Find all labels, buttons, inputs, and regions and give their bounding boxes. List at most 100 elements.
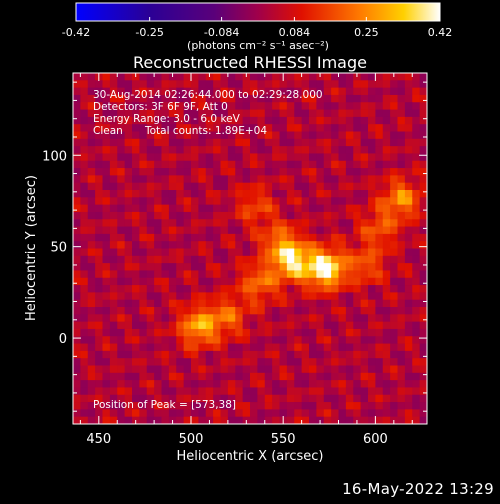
heatmap-cell bbox=[257, 248, 266, 257]
annotation-total-counts: Total counts: 1.89E+04 bbox=[144, 125, 267, 137]
heatmap-cell bbox=[309, 387, 317, 396]
heatmap-cell bbox=[390, 350, 398, 359]
heatmap-cell bbox=[242, 358, 251, 366]
heatmap-cell bbox=[294, 402, 303, 410]
heatmap-cell bbox=[117, 394, 126, 403]
heatmap-cell bbox=[397, 307, 406, 315]
heatmap-cell bbox=[360, 197, 369, 206]
heatmap-cell bbox=[146, 358, 155, 366]
heatmap-cell bbox=[235, 226, 244, 235]
heatmap-cell bbox=[213, 241, 221, 249]
heatmap-cell bbox=[404, 263, 413, 271]
heatmap-cell bbox=[264, 285, 273, 293]
heatmap-cell bbox=[139, 409, 148, 418]
heatmap-cell bbox=[161, 409, 170, 418]
heatmap-cell bbox=[176, 402, 185, 410]
heatmap-cell bbox=[412, 321, 421, 330]
heatmap-cell bbox=[412, 365, 421, 374]
heatmap-cell bbox=[404, 168, 413, 176]
heatmap-cell bbox=[191, 387, 199, 396]
heatmap-cell bbox=[80, 277, 89, 286]
heatmap-cell bbox=[183, 153, 192, 162]
heatmap-cell bbox=[316, 358, 325, 366]
heatmap-cell bbox=[235, 146, 244, 154]
heatmap-cell bbox=[345, 314, 354, 323]
heatmap-cell bbox=[242, 102, 251, 110]
heatmap-cell bbox=[205, 80, 214, 89]
heatmap-cell bbox=[235, 372, 244, 381]
heatmap-cell bbox=[382, 350, 391, 359]
heatmap-cell bbox=[132, 285, 140, 293]
heatmap-cell bbox=[109, 402, 118, 410]
heatmap-cell bbox=[412, 307, 421, 315]
heatmap-cell bbox=[412, 211, 421, 220]
heatmap-cell bbox=[242, 175, 251, 184]
heatmap-cell bbox=[191, 263, 199, 271]
heatmap-cell bbox=[176, 365, 185, 374]
heatmap-cell bbox=[375, 365, 384, 374]
heatmap-cell bbox=[95, 248, 103, 257]
heatmap-cell bbox=[286, 402, 295, 410]
heatmap-cell bbox=[213, 168, 221, 176]
heatmap-cell bbox=[205, 124, 214, 132]
heatmap-cell bbox=[198, 394, 207, 403]
heatmap-cell bbox=[139, 263, 148, 271]
heatmap-cell bbox=[360, 153, 369, 162]
heatmap-cell bbox=[132, 116, 140, 125]
heatmap-cell bbox=[87, 270, 96, 279]
heatmap-cell bbox=[220, 204, 229, 213]
heatmap-cell bbox=[80, 131, 89, 140]
heatmap-cell bbox=[360, 102, 369, 110]
heatmap-cell bbox=[257, 153, 266, 162]
heatmap-cell bbox=[109, 336, 118, 344]
heatmap-cell bbox=[146, 394, 155, 403]
heatmap-cell bbox=[294, 204, 303, 213]
heatmap-cell bbox=[227, 380, 236, 388]
heatmap-cell bbox=[390, 372, 398, 381]
heatmap-cell bbox=[286, 219, 295, 227]
heatmap-cell bbox=[205, 321, 214, 330]
heatmap-cell bbox=[146, 343, 155, 352]
heatmap-cell bbox=[176, 292, 185, 301]
heatmap-cell bbox=[294, 116, 303, 125]
heatmap-cell bbox=[404, 328, 413, 337]
heatmap-cell bbox=[264, 219, 273, 227]
heatmap-cell bbox=[87, 153, 96, 162]
heatmap-cell bbox=[419, 175, 428, 184]
heatmap-cell bbox=[390, 365, 398, 374]
heatmap-cell bbox=[191, 336, 199, 344]
heatmap-cell bbox=[161, 233, 170, 242]
heatmap-cell bbox=[390, 116, 398, 125]
heatmap-cell bbox=[264, 270, 273, 279]
heatmap-cell bbox=[183, 350, 192, 359]
heatmap-cell bbox=[397, 336, 406, 344]
heatmap-cell bbox=[412, 131, 421, 140]
heatmap-cell bbox=[235, 102, 244, 110]
heatmap-cell bbox=[205, 87, 214, 96]
heatmap-cell bbox=[205, 328, 214, 337]
heatmap-cell bbox=[368, 299, 376, 308]
heatmap-cell bbox=[80, 292, 89, 301]
heatmap-cell bbox=[80, 197, 89, 206]
heatmap-cell bbox=[264, 153, 273, 162]
heatmap-cell bbox=[154, 416, 162, 425]
heatmap-cell bbox=[419, 182, 428, 191]
heatmap-cell bbox=[220, 394, 229, 403]
heatmap-cell bbox=[109, 299, 118, 308]
heatmap-cell bbox=[80, 394, 89, 403]
heatmap-cell bbox=[102, 73, 111, 81]
heatmap-cell bbox=[338, 73, 347, 81]
heatmap-cell bbox=[95, 277, 103, 286]
heatmap-cell bbox=[338, 94, 347, 103]
heatmap-cell bbox=[117, 307, 126, 315]
heatmap-cell bbox=[316, 321, 325, 330]
heatmap-cell bbox=[183, 380, 192, 388]
heatmap-cell bbox=[338, 175, 347, 184]
heatmap-cell bbox=[73, 270, 81, 279]
heatmap-cell bbox=[117, 190, 126, 198]
heatmap-cell bbox=[242, 307, 251, 315]
heatmap-cell bbox=[250, 153, 258, 162]
heatmap-cell bbox=[109, 109, 118, 118]
heatmap-cell bbox=[146, 321, 155, 330]
heatmap-cell bbox=[161, 241, 170, 249]
